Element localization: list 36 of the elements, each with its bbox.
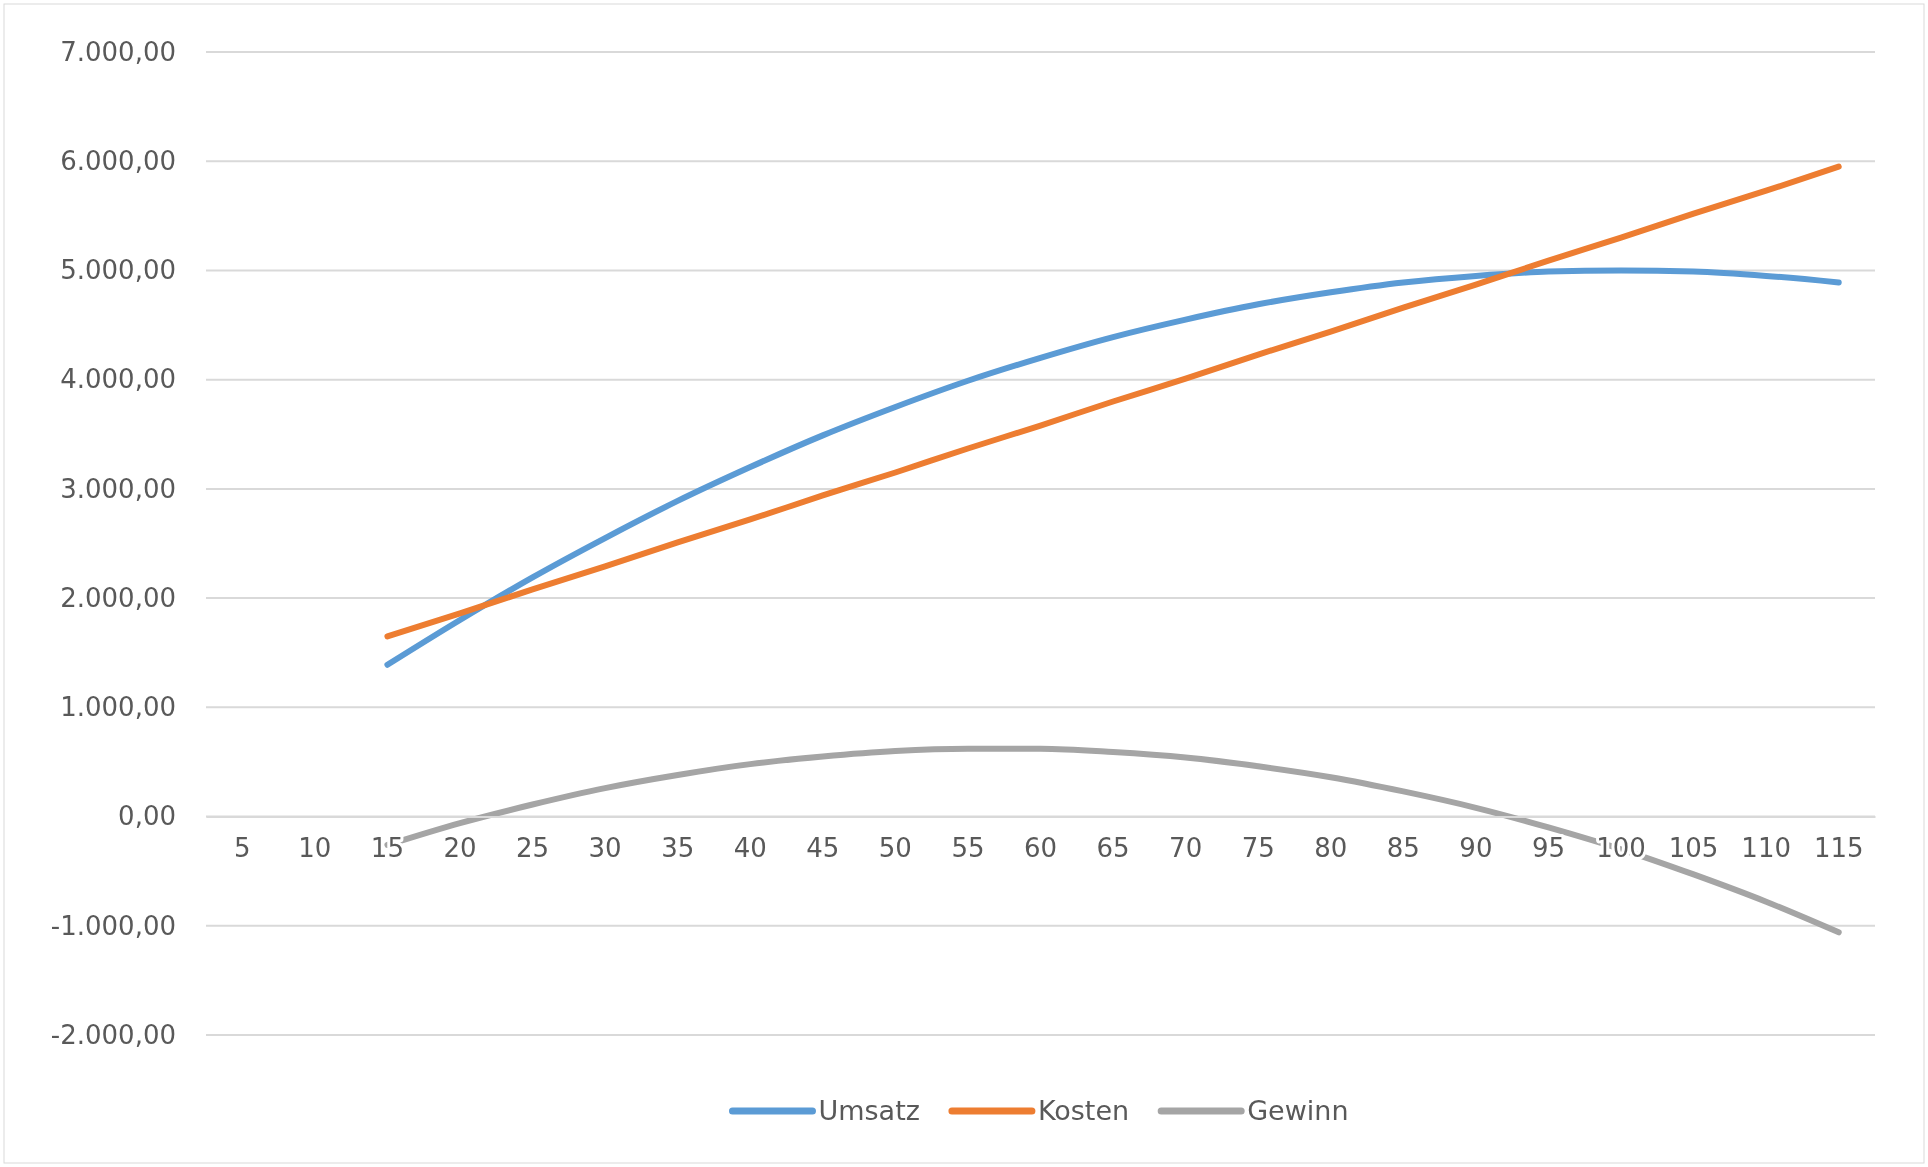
- y-tick-label: 5.000,00: [60, 255, 176, 286]
- x-tick-label: 90: [1459, 833, 1493, 864]
- x-tick-label: 95: [1531, 833, 1565, 864]
- x-tick-label: 45: [806, 833, 840, 864]
- legend-label: Kosten: [1037, 1095, 1130, 1126]
- y-tick-label: 0,00: [118, 801, 176, 832]
- x-tick-label: 25: [516, 833, 550, 864]
- y-tick-label: 6.000,00: [60, 146, 176, 177]
- x-tick-label: 75: [1241, 833, 1275, 864]
- legend-label: Umsatz: [818, 1095, 920, 1126]
- x-tick-label: 70: [1169, 833, 1203, 864]
- x-tick-label: 65: [1096, 833, 1130, 864]
- y-tick-label: 2.000,00: [60, 582, 176, 613]
- legend-label: Gewinn: [1247, 1095, 1349, 1126]
- x-tick-label: 115: [1813, 833, 1864, 864]
- y-tick-label: 7.000,00: [60, 36, 176, 67]
- x-tick-label: 10: [298, 833, 332, 864]
- y-tick-label: 3.000,00: [60, 473, 176, 504]
- x-tick-label: 100: [1596, 833, 1646, 864]
- x-tick-label: 110: [1741, 833, 1791, 864]
- x-tick-label: 105: [1668, 833, 1719, 864]
- x-tick-label: 60: [1023, 833, 1058, 864]
- x-tick-label: 30: [588, 833, 622, 864]
- y-tick-label: -2.000,00: [50, 1019, 176, 1050]
- y-tick-label: 4.000,00: [60, 364, 176, 395]
- x-tick-label: 5: [234, 833, 251, 864]
- x-tick-label: 15: [370, 833, 404, 864]
- y-tick-label: -1.000,00: [50, 910, 176, 941]
- x-tick-label: 40: [733, 833, 767, 864]
- x-tick-label: 35: [661, 833, 695, 864]
- x-tick-label: 50: [878, 833, 912, 864]
- x-tick-label: 85: [1386, 833, 1420, 864]
- x-tick-label: 80: [1314, 833, 1348, 864]
- y-tick-label: 1.000,00: [60, 692, 176, 723]
- x-tick-label: 20: [443, 833, 477, 864]
- x-tick-label: 55: [951, 833, 985, 864]
